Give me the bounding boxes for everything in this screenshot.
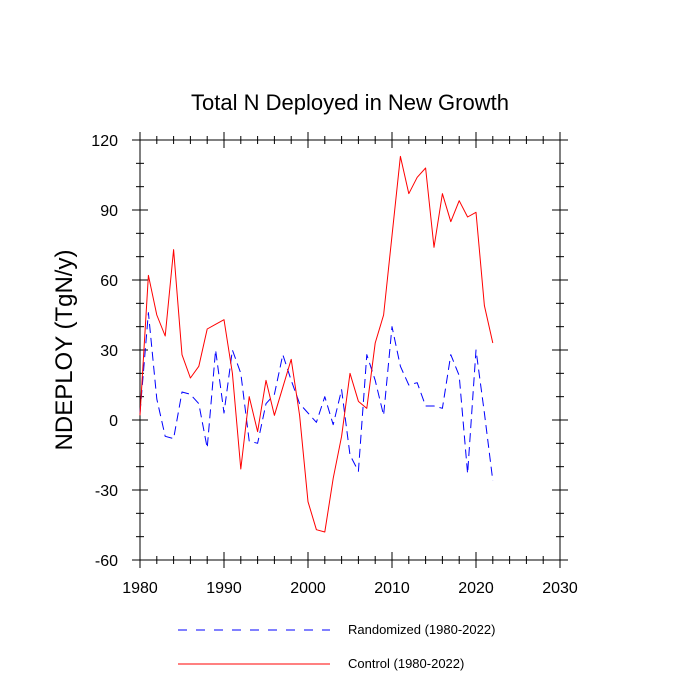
y-tick-label: 120 xyxy=(91,133,118,150)
legend: Randomized (1980-2022) Control (1980-2022… xyxy=(178,622,495,671)
x-tick-label: 2020 xyxy=(458,580,494,597)
series-layer xyxy=(139,155,494,533)
y-tick-label: -60 xyxy=(95,553,118,570)
y-tick-label: 90 xyxy=(100,203,118,220)
x-tick-label: 1990 xyxy=(206,580,242,597)
plot-frame xyxy=(139,139,561,561)
control-series-line xyxy=(139,155,494,533)
axis-ticks: 1980 1990 2000 2010 2020 2030 -60 -30 0 30 60 90 120 xyxy=(91,132,578,597)
x-tick-label: 2000 xyxy=(290,580,326,597)
y-tick-label: 0 xyxy=(109,413,118,430)
y-tick-label: 30 xyxy=(100,343,118,360)
y-tick-label: -30 xyxy=(95,483,118,500)
y-axis-label: NDEPLOY (TgN/y) xyxy=(51,250,78,451)
x-tick-label: 2030 xyxy=(542,580,578,597)
control-legend-label: Control (1980-2022) xyxy=(348,656,464,671)
randomized-series-line xyxy=(139,312,494,481)
x-tick-label: 1980 xyxy=(122,580,158,597)
chart-title: Total N Deployed in New Growth xyxy=(191,90,509,115)
y-tick-label: 60 xyxy=(100,273,118,290)
x-tick-label: 2010 xyxy=(374,580,410,597)
randomized-legend-label: Randomized (1980-2022) xyxy=(348,622,495,637)
